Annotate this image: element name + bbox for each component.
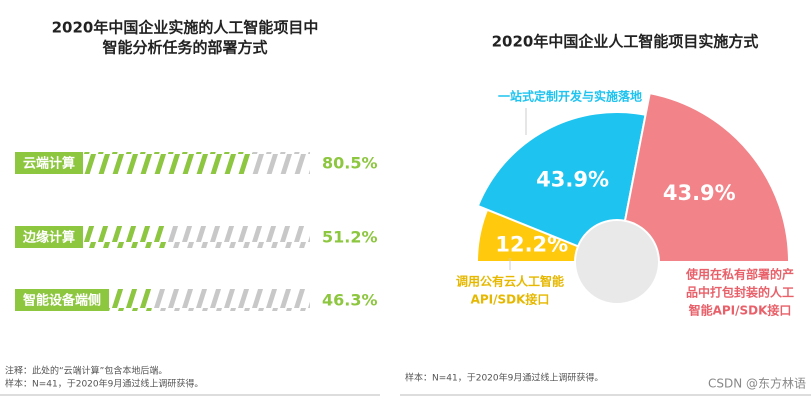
value-label: 51.2% [322, 228, 378, 247]
value-label: 43.9% [536, 167, 609, 191]
chart-title: 智能分析任务的部署方式 [102, 39, 267, 57]
category-label: 使用在私有部署的产 [685, 267, 794, 282]
category-label: 智能API/SDK接口 [688, 303, 792, 318]
chart-title: 2020年中国企业实施的人工智能项目中 [52, 19, 319, 37]
value-label: 80.5% [322, 154, 378, 173]
sector [615, 91, 791, 263]
category-label: 品中打包封装的人工 [686, 285, 794, 300]
label-box [15, 152, 84, 174]
category-label: API/SDK接口 [471, 292, 550, 307]
category-label: 智能设备端侧 [23, 293, 101, 309]
category-label: 调用公有云人工智能 [456, 274, 564, 289]
note: 样本：N=41，于2020年9月通过线上调研获得。 [405, 372, 603, 384]
value-label: 43.9% [663, 181, 736, 205]
value-label: 46.3% [322, 291, 378, 310]
label-box [15, 289, 110, 311]
note: 样本：N=41，于2020年9月通过线上调研获得。 [5, 378, 203, 390]
note: 注释：此处的“云端计算”包含本地后端。 [5, 365, 167, 377]
watermark: CSDN @东方林语 [708, 376, 806, 391]
center-hole [574, 219, 660, 305]
category-label: 边缘计算 [22, 230, 75, 246]
chart-title: 2020年中国企业人工智能项目实施方式 [492, 33, 759, 51]
label-box [15, 226, 84, 248]
category-label: 云端计算 [23, 156, 75, 172]
category-label: 一站式定制开发与实施落地 [498, 89, 642, 104]
